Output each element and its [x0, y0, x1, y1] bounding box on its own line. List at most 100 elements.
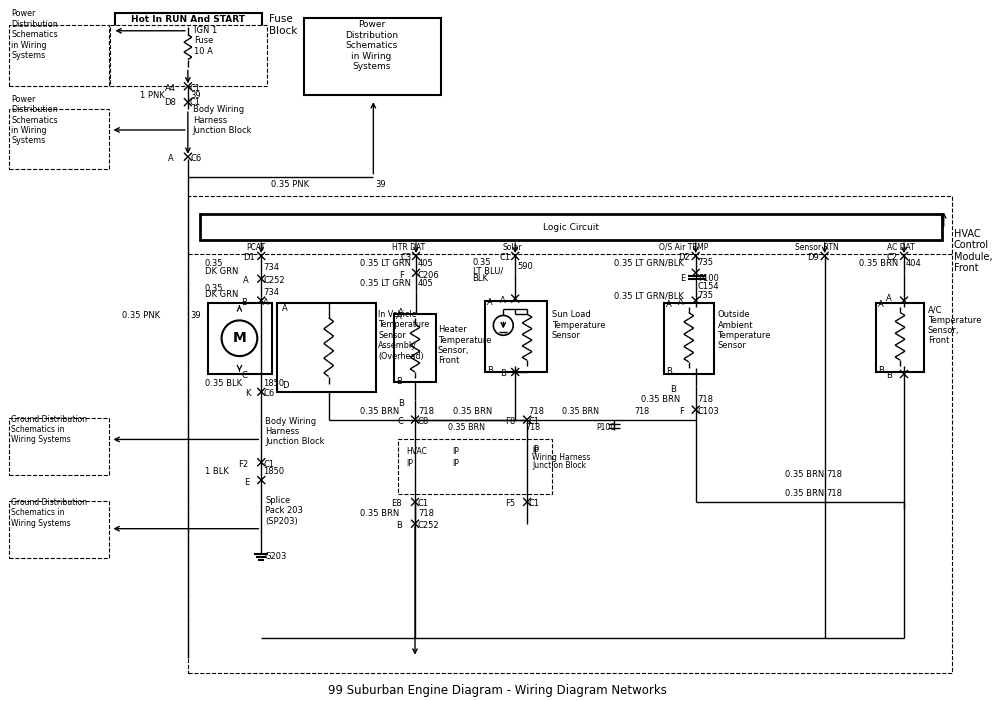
- Text: 718: 718: [634, 407, 649, 416]
- Text: Power
Distribution
Schematics
in Wiring
Systems: Power Distribution Schematics in Wiring …: [11, 95, 58, 145]
- Text: P100: P100: [597, 423, 616, 432]
- Text: 0.35 LT GRN: 0.35 LT GRN: [360, 259, 411, 268]
- Text: B: B: [878, 365, 884, 374]
- Text: 718: 718: [698, 395, 714, 404]
- Text: Body Wiring
Harness
Junction Block: Body Wiring Harness Junction Block: [265, 416, 325, 447]
- Text: 404: 404: [906, 259, 922, 268]
- Text: HVAC: HVAC: [406, 447, 427, 456]
- Text: 735: 735: [698, 291, 714, 300]
- Text: 0.35 PNK: 0.35 PNK: [122, 311, 161, 320]
- Text: 0.35 BRN: 0.35 BRN: [360, 510, 400, 518]
- Text: C252: C252: [418, 522, 440, 530]
- Text: 734: 734: [263, 288, 279, 297]
- Text: 718: 718: [827, 470, 843, 479]
- Text: AC DAT: AC DAT: [887, 243, 915, 252]
- Text: C252: C252: [263, 276, 285, 285]
- Text: C6: C6: [263, 389, 274, 398]
- Text: 0.35 BRN: 0.35 BRN: [641, 395, 680, 404]
- Text: Ground Distribution
Schematics in
Wiring Systems: Ground Distribution Schematics in Wiring…: [11, 498, 87, 528]
- Bar: [9, 501, 109, 559]
- Bar: [110, 25, 267, 86]
- Text: C2: C2: [886, 254, 897, 262]
- Text: Hot In RUN And START: Hot In RUN And START: [131, 15, 245, 25]
- Text: C: C: [242, 372, 247, 381]
- Text: A: A: [243, 276, 248, 285]
- Bar: [277, 303, 376, 392]
- Text: 718: 718: [827, 489, 843, 498]
- Text: C1: C1: [528, 417, 539, 426]
- Text: C154: C154: [698, 283, 719, 291]
- Text: B: B: [487, 365, 493, 374]
- Text: 1 PNK: 1 PNK: [140, 90, 165, 100]
- Text: B: B: [396, 377, 402, 386]
- Bar: [9, 109, 109, 169]
- Text: D8: D8: [164, 97, 176, 107]
- Bar: [208, 303, 272, 374]
- Text: 0.35: 0.35: [473, 259, 491, 267]
- Text: IP: IP: [406, 458, 413, 468]
- Text: C1: C1: [190, 84, 201, 93]
- Text: IP: IP: [532, 445, 539, 454]
- Text: F: F: [679, 407, 684, 416]
- Text: P100: P100: [698, 274, 719, 283]
- Bar: [9, 25, 109, 86]
- Text: Solar: Solar: [502, 243, 522, 252]
- Text: E: E: [681, 274, 686, 283]
- Text: IGN 1
Fuse
10 A: IGN 1 Fuse 10 A: [194, 26, 217, 55]
- Bar: [664, 303, 714, 374]
- Text: A: A: [168, 154, 174, 163]
- Text: 0.35 PNK: 0.35 PNK: [271, 180, 309, 189]
- Text: 718: 718: [418, 510, 434, 518]
- Text: DK GRN: DK GRN: [205, 290, 238, 299]
- Text: E8: E8: [391, 499, 402, 508]
- Text: A: A: [282, 304, 288, 313]
- Text: A: A: [666, 300, 672, 309]
- Text: 405: 405: [418, 259, 434, 268]
- Text: Logic Circuit: Logic Circuit: [543, 223, 599, 231]
- Bar: [188, 196, 952, 672]
- Text: Sensor RTN: Sensor RTN: [795, 243, 839, 252]
- Text: Ground Distribution
Schematics in
Wiring Systems: Ground Distribution Schematics in Wiring…: [11, 414, 87, 444]
- Text: 1850: 1850: [263, 379, 284, 388]
- Text: 0.35 BRN: 0.35 BRN: [785, 470, 824, 479]
- Text: Junction Block: Junction Block: [532, 461, 586, 470]
- Text: B: B: [666, 367, 672, 376]
- Bar: [394, 315, 436, 382]
- Text: 0.35: 0.35: [205, 284, 223, 293]
- Text: 735: 735: [698, 259, 714, 267]
- Text: 0.35 BLK: 0.35 BLK: [205, 379, 242, 388]
- Text: 1 BLK: 1 BLK: [205, 467, 229, 476]
- Text: A: A: [500, 296, 506, 305]
- Text: A: A: [396, 312, 402, 321]
- Text: 734: 734: [263, 264, 279, 272]
- Text: A4: A4: [165, 84, 176, 93]
- Text: C8: C8: [418, 417, 429, 426]
- Text: C1: C1: [418, 499, 429, 508]
- Text: 39: 39: [375, 180, 386, 189]
- Text: PCAT: PCAT: [246, 243, 266, 252]
- Text: A: A: [487, 298, 493, 307]
- Text: O/S Air TEMP: O/S Air TEMP: [659, 243, 708, 252]
- Bar: [200, 215, 942, 240]
- Text: 39: 39: [190, 311, 200, 320]
- Text: D9: D9: [807, 254, 819, 262]
- Text: C3: C3: [400, 254, 411, 262]
- Text: C1: C1: [263, 460, 274, 469]
- Text: F8: F8: [505, 417, 515, 426]
- Text: G203: G203: [264, 552, 287, 561]
- Text: C206: C206: [418, 271, 440, 280]
- Text: 718: 718: [528, 407, 544, 416]
- Text: C103: C103: [698, 407, 719, 416]
- Text: Wiring Harness: Wiring Harness: [532, 453, 590, 462]
- Text: C: C: [397, 417, 403, 426]
- Text: B: B: [398, 400, 404, 408]
- Text: BLK: BLK: [473, 274, 489, 283]
- Text: E: E: [244, 477, 249, 486]
- Text: B: B: [886, 372, 892, 381]
- Text: 0.35 LT GRN: 0.35 LT GRN: [360, 279, 411, 288]
- Text: 39: 39: [190, 90, 200, 100]
- Text: K: K: [245, 389, 250, 398]
- Text: 0.35 LT GRN/BLK: 0.35 LT GRN/BLK: [614, 259, 684, 267]
- Text: F: F: [399, 271, 404, 280]
- Text: B: B: [670, 386, 676, 395]
